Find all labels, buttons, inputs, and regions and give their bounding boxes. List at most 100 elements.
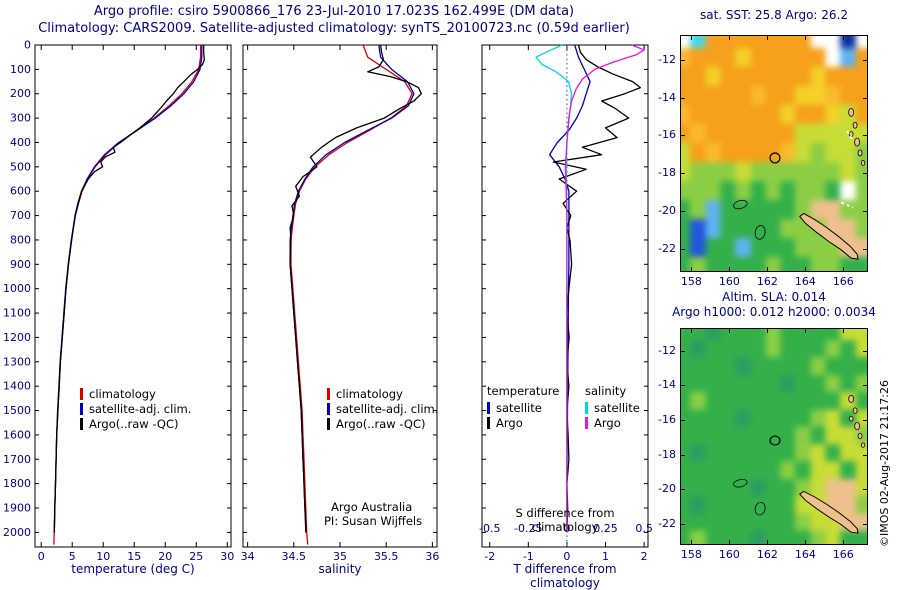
heatmap-cell (795, 237, 813, 259)
heatmap-cell (690, 256, 708, 271)
heatmap-cell (765, 530, 783, 544)
heatmap-cell (720, 357, 738, 377)
legend-item-satellite: satellite (487, 400, 559, 415)
imos-watermark: ©IMOS 02-Aug-2017 21:17:26 (878, 380, 891, 547)
heatmap-cell (690, 513, 708, 534)
map-tick (729, 267, 731, 271)
map-tick (681, 420, 685, 421)
heatmap-cell (855, 67, 867, 89)
heatmap-cell (855, 513, 867, 534)
heatmap-cell (810, 123, 828, 146)
heatmap-cell (735, 329, 753, 343)
heatmap-cell (735, 339, 753, 360)
sla-map-box (680, 328, 868, 545)
map-tick (863, 97, 867, 99)
heatmap-cell (840, 339, 858, 360)
heatmap-cell (825, 256, 843, 271)
heatmap-cell (780, 67, 798, 89)
heatmap-cell (735, 123, 753, 146)
heatmap-cell (735, 374, 753, 395)
climatology-swatch (80, 387, 83, 400)
heatmap-cell (720, 123, 738, 146)
heatmap-cell (720, 426, 738, 447)
heatmap-cell (855, 357, 867, 377)
heatmap-cell (780, 374, 798, 395)
heatmap-cell (855, 444, 867, 464)
heatmap-cell (765, 392, 783, 412)
lat-tick-label: -18 (658, 447, 676, 461)
heatmap-cell (735, 237, 753, 259)
heatmap-cell (720, 104, 738, 127)
heatmap-cell (681, 199, 693, 221)
heatmap-cell (705, 104, 723, 127)
heatmap-cell (855, 237, 867, 259)
legend-item-argo: Argo(..raw -QC) (80, 416, 191, 431)
svg-text:1: 1 (602, 550, 609, 563)
heatmap-cell (795, 339, 813, 360)
argo-t-swatch (487, 416, 490, 429)
svg-text:-0.25: -0.25 (514, 522, 542, 535)
heatmap-cell (825, 161, 843, 183)
sst-header: sat. SST: 25.8 Argo: 26.2 (699, 8, 849, 22)
heatmap-cell (750, 444, 768, 464)
map-tick (863, 249, 867, 251)
svg-text:800: 800 (10, 233, 31, 246)
sla-header-line1: Altim. SLA: 0.014 (722, 290, 826, 304)
heatmap-cell (720, 67, 738, 89)
heatmap-cell (681, 478, 693, 499)
heatmap-cell (750, 67, 768, 89)
heatmap-cell (735, 357, 753, 377)
heatmap-cell (855, 218, 867, 240)
svg-text:1600: 1600 (3, 428, 31, 441)
heatmap-cell (780, 161, 798, 183)
sla-coastlines-overlay (733, 394, 866, 534)
heatmap-cell (855, 496, 867, 516)
map-tick (805, 267, 807, 271)
heatmap-cell (795, 374, 813, 395)
heatmap-cell (690, 426, 708, 447)
map-tick (863, 59, 867, 61)
heatmap-cell (780, 180, 798, 202)
map-tick (863, 454, 867, 456)
map-tick (863, 420, 867, 421)
heatmap-cell (705, 36, 723, 51)
heatmap-cell (825, 409, 843, 429)
heatmap-cell (795, 180, 813, 202)
svg-text:-0.5: -0.5 (479, 522, 500, 535)
salinity-axis-label: salinity (318, 562, 362, 576)
sla-map: -12 -14 -16 -18 -20 -22 158 160 162 164 166 (658, 328, 868, 561)
climatology-swatch (327, 387, 330, 400)
heatmap-cell (825, 374, 843, 395)
heatmap-cell (681, 86, 693, 108)
heatmap-cell (810, 256, 828, 271)
sdiff-inner-axis-label: S difference from climatology (515, 506, 615, 534)
svg-text:25: 25 (189, 550, 203, 563)
heatmap-cell (690, 48, 708, 70)
heatmap-cell (735, 444, 753, 464)
heatmap-cell (825, 461, 843, 481)
heatmap-cell (855, 199, 867, 221)
argo-swatch (80, 417, 83, 430)
heatmap-cell (750, 256, 768, 271)
lat-tick-label: -14 (658, 90, 676, 104)
heatmap-cell (750, 357, 768, 377)
heatmap-cell (720, 339, 738, 360)
heatmap-cell (690, 530, 708, 544)
heatmap-cell (765, 444, 783, 464)
svg-text:-1: -1 (523, 550, 534, 563)
heatmap-cell (735, 199, 753, 221)
heatmap-cell (840, 329, 858, 343)
heatmap-cell (795, 329, 813, 343)
svg-text:0.5: 0.5 (635, 522, 653, 535)
heatmap-cell (810, 409, 828, 429)
heatmap-cell (690, 478, 708, 499)
heatmap-cell (780, 357, 798, 377)
heatmap-cell (750, 123, 768, 146)
svg-text:15: 15 (127, 550, 141, 563)
map-tick (843, 36, 845, 40)
heatmap-cell (795, 48, 813, 70)
heatmap-cell (765, 374, 783, 395)
svg-text:700: 700 (10, 209, 31, 222)
heatmap-cell (840, 36, 858, 51)
heatmap-cell (795, 161, 813, 183)
